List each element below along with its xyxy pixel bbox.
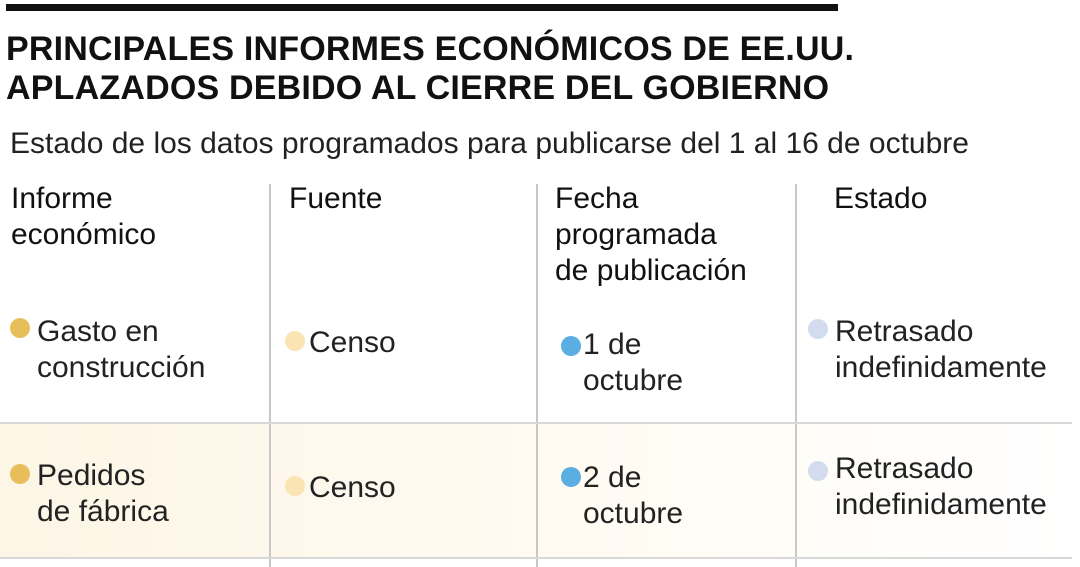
title-line-1: PRINCIPALES INFORMES ECONÓMICOS DE EE.UU… (6, 30, 855, 68)
informe-dot (10, 464, 30, 484)
cell-estado: Retrasado indefinidamente (835, 315, 1047, 384)
row-divider (0, 557, 1072, 559)
cell-fuente: Censo (309, 471, 396, 504)
fecha-dot (561, 336, 581, 356)
column-divider (269, 184, 271, 567)
cell-estado: Retrasado indefinidamente (835, 452, 1047, 521)
cell-informe: Gasto en construcción (37, 315, 206, 384)
fecha-dot (561, 467, 581, 487)
fuente-dot (285, 476, 305, 496)
row-divider (0, 422, 1072, 424)
header-informe: Informe económico (11, 182, 157, 251)
estado-dot (808, 319, 828, 339)
subtitle: Estado de los datos programados para pub… (10, 127, 969, 160)
page-title: PRINCIPALES INFORMES ECONÓMICOS DE EE.UU… (6, 30, 1076, 108)
title-line-2: APLAZADOS DEBIDO AL CIERRE DEL GOBIERNO (6, 69, 830, 107)
cell-fecha: 2 de octubre (583, 461, 684, 530)
column-divider (795, 184, 797, 567)
informe-dot (10, 318, 30, 338)
header-estado: Estado (834, 182, 928, 215)
estado-dot (808, 461, 828, 481)
cell-fuente: Censo (309, 326, 396, 359)
fuente-dot (285, 331, 305, 351)
header-fecha: Fecha programada de publicación (555, 182, 747, 287)
cell-informe: Pedidos de fábrica (37, 459, 169, 528)
cell-fecha: 1 de octubre (583, 328, 684, 397)
header-fuente: Fuente (289, 182, 383, 215)
top-rule (6, 4, 838, 11)
column-divider (536, 184, 538, 567)
